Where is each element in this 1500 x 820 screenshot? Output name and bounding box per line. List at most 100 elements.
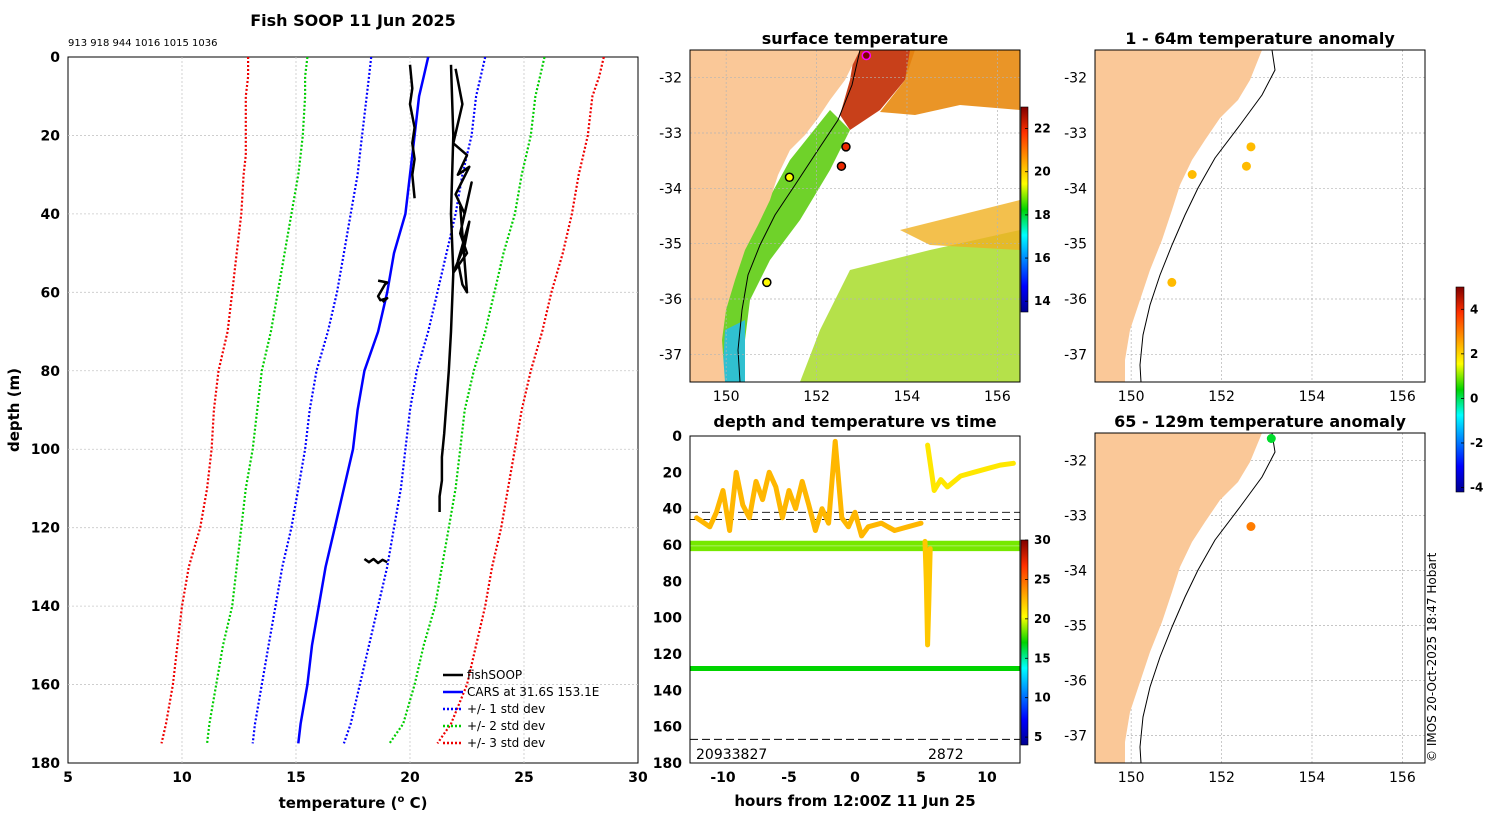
y-tick-label: 180 — [31, 756, 60, 772]
time-x-tick-label: 0 — [850, 770, 860, 786]
anomaly-deep-contour — [1139, 433, 1276, 763]
sst-land — [690, 50, 860, 382]
profile-title: Fish SOOP 11 Jun 2025 — [250, 11, 456, 30]
legend-label-cars: CARS at 31.6S 153.1E — [467, 685, 599, 699]
series-line — [436, 57, 605, 745]
x-tick-label: 20 — [400, 770, 420, 786]
profile-panel: Fish SOOP 11 Jun 2025 913 918 944 1016 1… — [5, 11, 648, 812]
sst-colorbar — [1020, 106, 1029, 313]
time-y-tick-label: 80 — [663, 574, 683, 590]
time-panel: depth and temperature vs time -10 -5 0 5 100… — [653, 412, 1051, 810]
anomaly-shallow-ticks: 150 152 154 156 -32 -33 -34 -35 -36 -37 — [1064, 71, 1416, 405]
time-frame — [689, 435, 1021, 764]
credit-text: © IMOS 20-Oct-2025 18:47 Hobart — [1425, 552, 1439, 762]
colorbar-tick-label: 15 — [1034, 651, 1051, 665]
series-line — [206, 57, 309, 744]
anomaly-deep-ticks: 150 152 154 156 -32 -33 -34 -35 -36 -37 — [1064, 454, 1416, 787]
anomaly-colorbar-ticks: -4 -2 0 2 4 — [1461, 302, 1483, 495]
map-lat-label: -37 — [1064, 729, 1087, 745]
time-y-tick-label: 40 — [663, 502, 683, 518]
series-line — [160, 57, 250, 744]
sst-offshore-east — [900, 200, 1020, 250]
sst-grid — [690, 50, 1020, 382]
y-tick-label: 140 — [31, 599, 60, 615]
map-lat-label: -33 — [659, 126, 682, 142]
map-lon-label: 150 — [1118, 389, 1145, 405]
time-title: depth and temperature vs time — [713, 412, 996, 431]
profile-plot-area — [67, 56, 639, 764]
sst-frame — [689, 49, 1021, 383]
profile-lines — [160, 57, 605, 745]
map-lat-label: -32 — [659, 71, 682, 87]
colorbar-tick-label: 14 — [1034, 294, 1051, 308]
x-tick-label: 5 — [63, 770, 73, 786]
anomaly-deep-panel: 65 - 129m temperature anomaly 150 152 154 1… — [1064, 286, 1483, 787]
anomaly-shallow-panel: 1 - 64m temperature anomaly 150 152 154 156… — [1064, 29, 1426, 405]
legend-label-1std: +/- 1 std dev — [467, 702, 545, 716]
anomaly-marker — [1241, 161, 1251, 171]
anomaly-shallow-title: 1 - 64m temperature anomaly — [1125, 29, 1395, 48]
map-lon-label: 152 — [1208, 389, 1235, 405]
sst-station-marker — [861, 50, 872, 61]
map-lat-label: -33 — [1064, 126, 1087, 142]
time-series-track — [694, 438, 924, 539]
sst-station-marker — [762, 277, 772, 288]
map-lat-label: -32 — [1064, 454, 1087, 470]
time-series-track — [922, 538, 933, 648]
sst-colorbar-ticks: 14 16 18 20 22 — [1025, 122, 1051, 308]
profile-xlabel: temperature (o C) — [279, 794, 428, 812]
map-lat-label: -36 — [1064, 674, 1087, 690]
map-lon-label: 154 — [894, 389, 921, 405]
anomaly-marker — [1187, 170, 1197, 179]
time-y-tick-label: 60 — [663, 538, 683, 554]
map-lat-label: -36 — [659, 292, 682, 308]
map-lon-label: 152 — [1208, 770, 1235, 786]
colorbar-tick-label: -4 — [1470, 481, 1483, 495]
colorbar-tick-label: 16 — [1034, 251, 1051, 265]
colorbar-tick-label: 0 — [1470, 391, 1478, 405]
colorbar-tick-label: 10 — [1034, 691, 1051, 705]
colorbar-tick-label: 22 — [1034, 122, 1051, 136]
map-lat-label: -35 — [1064, 619, 1087, 635]
colorbar-tick-label: -2 — [1470, 436, 1483, 450]
anomaly-shallow-frame — [1094, 49, 1426, 383]
time-y-tick-label: 120 — [653, 647, 682, 663]
profile-id-label: 913 918 944 1016 1015 1036 — [68, 38, 218, 49]
time-x-tick-label: 10 — [977, 770, 997, 786]
colorbar-tick-label: 2 — [1470, 347, 1478, 361]
y-tick-label: 0 — [50, 50, 60, 66]
colorbar-tick-label: 18 — [1034, 208, 1051, 222]
map-lon-label: 154 — [1299, 770, 1326, 786]
series-line — [363, 557, 388, 565]
anomaly-shallow-grid — [1095, 50, 1425, 382]
sst-stations — [762, 50, 872, 288]
map-lat-label: -37 — [1064, 347, 1087, 363]
colorbar-tick-label: 30 — [1034, 533, 1051, 547]
series-line — [452, 68, 473, 294]
map-lat-label: -37 — [659, 347, 682, 363]
anomaly-shallow-points — [1167, 142, 1256, 287]
series-line — [251, 57, 373, 744]
series-line — [438, 64, 455, 512]
anomaly-deep-points — [1246, 434, 1276, 531]
map-lon-label: 156 — [1389, 770, 1416, 786]
time-x-tick-label: -5 — [781, 770, 797, 786]
sst-station-marker — [784, 172, 795, 183]
time-series — [690, 438, 1020, 671]
time-x-tick-label: 5 — [916, 770, 926, 786]
legend-label-fishsoop: fishSOOP — [467, 668, 522, 682]
colorbar-tick-label: 4 — [1470, 302, 1478, 316]
time-y-tick-label: 140 — [653, 683, 682, 699]
x-tick-label: 15 — [286, 770, 305, 786]
map-lon-label: 156 — [1389, 389, 1416, 405]
series-line — [408, 64, 416, 199]
legend-label-2std: +/- 2 std dev — [467, 719, 545, 733]
map-lat-label: -33 — [1064, 509, 1087, 525]
time-y-tick-label: 160 — [653, 720, 682, 736]
map-lat-label: -34 — [1064, 564, 1087, 580]
anomaly-shallow-contour — [1139, 50, 1276, 382]
y-tick-label: 40 — [41, 207, 61, 223]
time-plot-bg — [690, 436, 1020, 763]
anomaly-deep-title: 65 - 129m temperature anomaly — [1114, 412, 1406, 431]
time-annotation-left: 20933827 — [696, 747, 767, 763]
